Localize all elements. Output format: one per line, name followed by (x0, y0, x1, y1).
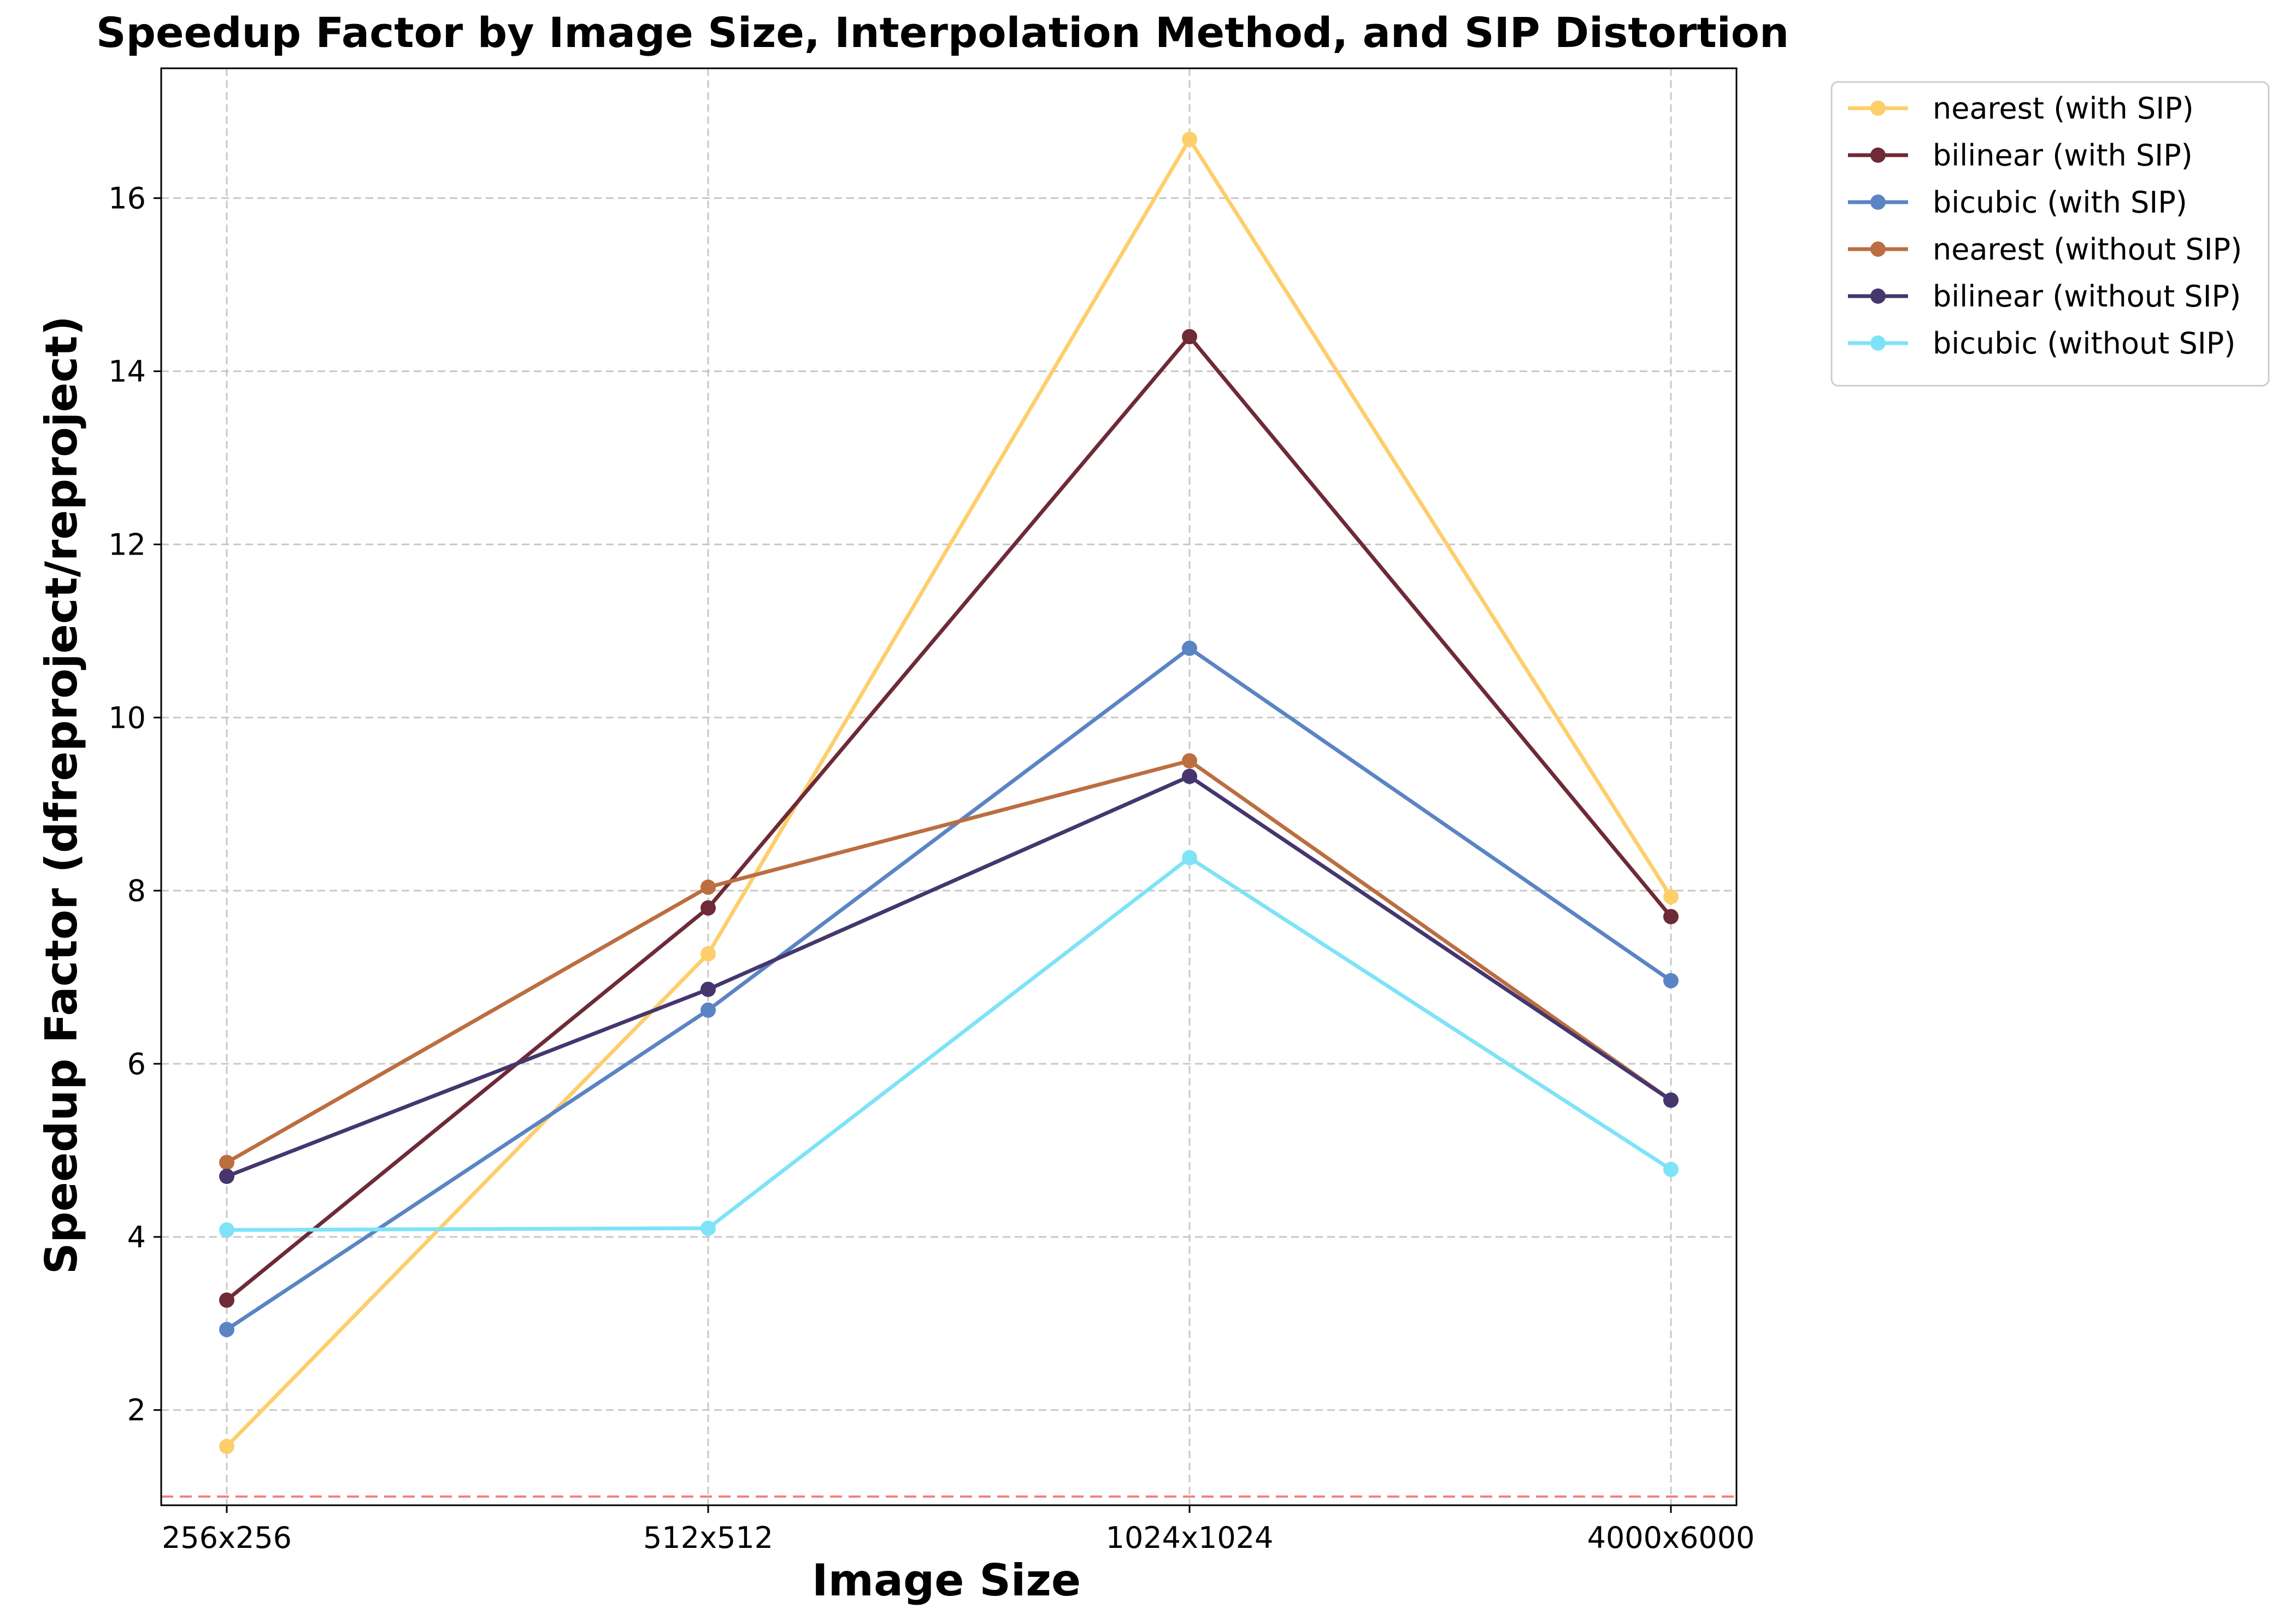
y-tick-label: 12 (108, 527, 146, 562)
data-point (1182, 768, 1197, 784)
data-point (700, 900, 716, 916)
legend-label: bicubic (with SIP) (1933, 185, 2187, 220)
x-axis-ticks: 256x256 512x512 1024x1024 4000x6000 (162, 1505, 1755, 1555)
series-1 (219, 329, 1679, 1308)
legend-item: bicubic (with SIP) (1848, 185, 2187, 220)
legend-swatch-marker (1870, 335, 1886, 351)
grid (161, 68, 1736, 1505)
legend-label: nearest (without SIP) (1933, 232, 2242, 267)
y-axis-label: Speedup Factor (dfreproject/reproject) (36, 316, 87, 1275)
series-2 (219, 640, 1679, 1338)
legend-swatch-marker (1870, 288, 1886, 304)
data-point (700, 1221, 716, 1236)
data-point (700, 946, 716, 962)
y-tick-label: 2 (127, 1393, 146, 1428)
data-point (1663, 889, 1679, 905)
data-point (1182, 131, 1197, 147)
data-point (219, 1439, 234, 1454)
data-point (219, 1154, 234, 1170)
series-5 (219, 850, 1679, 1238)
data-point (1182, 329, 1197, 345)
legend-item: bicubic (without SIP) (1848, 326, 2235, 361)
plot-frame (160, 67, 1738, 1506)
data-point (219, 1168, 234, 1184)
series-line (226, 646, 1672, 1332)
x-tick-label: 1024x1024 (1106, 1521, 1274, 1555)
legend-item: bilinear (without SIP) (1848, 279, 2241, 314)
x-tick-label: 512x512 (643, 1521, 773, 1555)
legend-label: bilinear (with SIP) (1933, 138, 2193, 173)
y-axis-ticks: 2 4 6 8 10 12 14 16 (108, 181, 161, 1428)
x-tick-label: 4000x6000 (1587, 1521, 1755, 1555)
data-point (1182, 640, 1197, 656)
series-line (225, 334, 1673, 1302)
x-axis-label: Image Size (812, 1555, 1081, 1606)
y-tick-label: 4 (127, 1220, 146, 1254)
series-line (225, 137, 1673, 1448)
legend-box (1830, 81, 2270, 387)
legend-item: nearest (without SIP) (1848, 232, 2242, 267)
y-tick-label: 16 (108, 181, 146, 216)
data-point (700, 981, 716, 997)
legend-item: nearest (with SIP) (1848, 91, 2194, 126)
series-3 (219, 753, 1679, 1170)
y-tick-label: 14 (108, 355, 146, 389)
legend-label: nearest (with SIP) (1933, 91, 2194, 126)
chart-title: Speedup Factor by Image Size, Interpolat… (96, 8, 1789, 57)
series-line (226, 774, 1672, 1179)
data-point (700, 879, 716, 895)
data-point (1663, 1092, 1679, 1108)
data-point (219, 1292, 234, 1308)
legend-swatch-marker (1870, 241, 1886, 257)
legend-item: bilinear (with SIP) (1848, 138, 2193, 173)
data-point (700, 1002, 716, 1018)
x-tick-label: 256x256 (162, 1521, 292, 1555)
series-4 (219, 768, 1679, 1184)
series-layer (219, 131, 1679, 1454)
data-point (1663, 1162, 1679, 1177)
y-tick-label: 6 (127, 1047, 146, 1081)
series-0 (219, 131, 1679, 1454)
legend-swatch-marker (1870, 195, 1886, 210)
data-point (219, 1322, 234, 1338)
data-point (219, 1222, 234, 1238)
legend-swatch-marker (1870, 101, 1886, 116)
legend-label: bilinear (without SIP) (1933, 279, 2241, 314)
y-tick-label: 10 (108, 700, 146, 735)
data-point (1182, 753, 1197, 769)
data-point (1663, 909, 1679, 924)
data-point (1182, 850, 1197, 865)
legend-swatch-marker (1870, 148, 1886, 163)
legend-label: bicubic (without SIP) (1933, 326, 2235, 361)
legend: nearest (with SIP) bilinear (with SIP) bic… (1830, 81, 2270, 387)
data-point (1663, 973, 1679, 988)
y-tick-label: 8 (127, 874, 146, 908)
series-line (226, 758, 1673, 1164)
series-line (226, 856, 1672, 1232)
